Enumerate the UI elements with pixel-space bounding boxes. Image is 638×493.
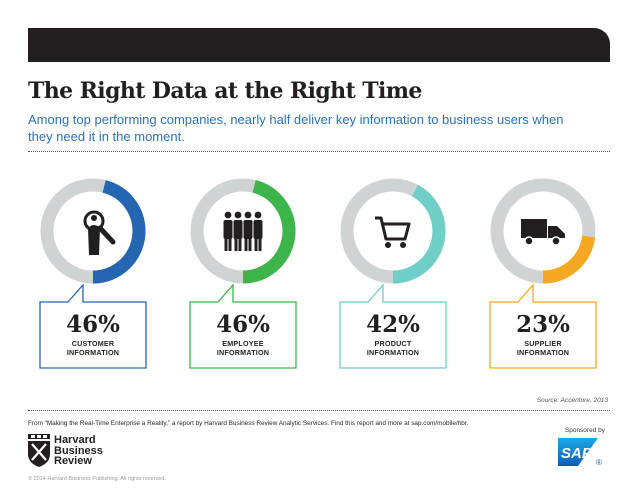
category-label: PRODUCT: [375, 339, 412, 348]
callout-box: [489, 283, 597, 369]
logo-line-2: Business: [54, 444, 103, 457]
category-label: INFORMATION: [217, 348, 269, 357]
sap-logo: SAP ®: [558, 438, 602, 466]
copyright-note: © 2014 Harvard Business Publishing. All …: [28, 476, 166, 482]
category-label: INFORMATION: [367, 348, 419, 357]
top-banner-bar: [28, 28, 610, 62]
callout-box: [189, 283, 297, 369]
report-reference-note: From “Making the Real-Time Enterprise a …: [28, 420, 469, 427]
sap-registered-mark: ®: [596, 458, 602, 466]
data-label-value: 42%: [366, 311, 420, 338]
category-label: INFORMATION: [517, 348, 569, 357]
callout-box: [39, 283, 147, 369]
donut-segment: [40, 178, 146, 284]
donut-segment: [490, 178, 596, 284]
category-label: INFORMATION: [67, 348, 119, 357]
donut-segment: [340, 178, 446, 284]
shopping-cart-icon: [375, 216, 411, 248]
hbr-logo-wordmark: Harvard Business Review: [54, 435, 103, 467]
logo-line-3: Review: [54, 455, 92, 467]
logo-line-1: Harvard: [54, 434, 96, 446]
people-group-icon: [223, 211, 263, 251]
sponsored-by-label: Sponsored by: [564, 427, 605, 434]
magnifier-person-icon: [83, 210, 116, 255]
category-label: CUSTOMER: [72, 339, 115, 348]
page-title: The Right Data at the Right Time: [28, 78, 422, 104]
category-label: EMPLOYEE: [222, 339, 264, 348]
hbr-shield-icon: [28, 434, 50, 467]
source-note: Source: Accenture, 2013: [536, 397, 608, 404]
donut-segment: [190, 178, 296, 284]
data-label-value: 46%: [66, 311, 120, 338]
data-label-value: 46%: [216, 311, 270, 338]
data-label-value: 23%: [516, 311, 570, 338]
delivery-truck-icon: [521, 219, 565, 246]
page-subtitle: Among top performing companies, nearly h…: [28, 112, 564, 144]
divider-bottom: [28, 410, 610, 411]
category-label: SUPPLIER: [524, 339, 562, 348]
sap-logo-text: SAP: [561, 445, 593, 462]
divider-top: [28, 151, 610, 152]
callout-box: [339, 283, 447, 369]
